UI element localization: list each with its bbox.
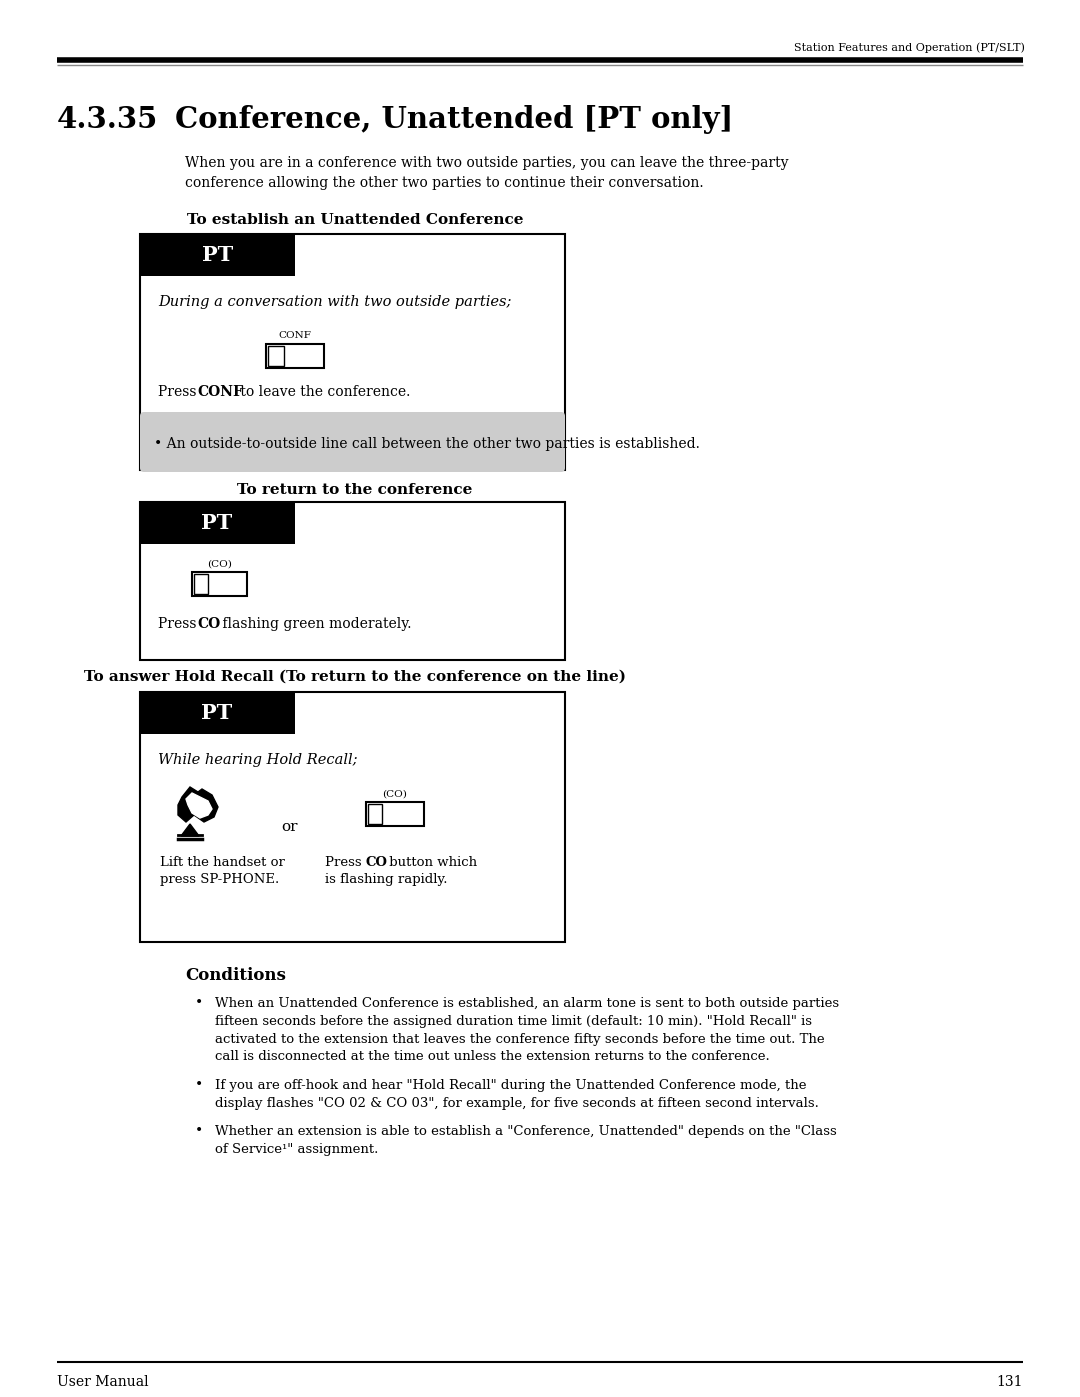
FancyBboxPatch shape xyxy=(140,412,565,472)
Text: (CO): (CO) xyxy=(382,789,407,799)
FancyBboxPatch shape xyxy=(140,692,565,942)
Text: CO: CO xyxy=(366,855,388,869)
Text: When an Unattended Conference is established, an alarm tone is sent to both outs: When an Unattended Conference is establi… xyxy=(215,996,839,1010)
Text: button which: button which xyxy=(384,855,477,869)
Text: •: • xyxy=(195,996,203,1010)
Text: of Service¹" assignment.: of Service¹" assignment. xyxy=(215,1143,378,1155)
Text: press SP-PHONE.: press SP-PHONE. xyxy=(160,873,280,887)
Polygon shape xyxy=(181,824,199,835)
Text: is flashing rapidly.: is flashing rapidly. xyxy=(325,873,447,887)
Text: To establish an Unattended Conference: To establish an Unattended Conference xyxy=(187,212,523,226)
FancyBboxPatch shape xyxy=(140,692,295,733)
Text: 131: 131 xyxy=(997,1375,1023,1389)
Text: While hearing Hold Recall;: While hearing Hold Recall; xyxy=(158,753,357,767)
Text: Lift the handset or: Lift the handset or xyxy=(160,855,285,869)
Text: display flashes "CO 02 & CO 03", for example, for five seconds at fifteen second: display flashes "CO 02 & CO 03", for exa… xyxy=(215,1097,819,1109)
Text: CONF: CONF xyxy=(279,331,311,341)
Text: User Manual: User Manual xyxy=(57,1375,149,1389)
Text: Conference, Unattended [PT only]: Conference, Unattended [PT only] xyxy=(175,106,733,134)
FancyBboxPatch shape xyxy=(367,805,381,824)
Text: To return to the conference: To return to the conference xyxy=(238,483,473,497)
Text: CO: CO xyxy=(197,617,220,631)
Text: (CO): (CO) xyxy=(207,560,232,569)
Text: or: or xyxy=(282,820,298,834)
Text: Press: Press xyxy=(325,855,366,869)
FancyBboxPatch shape xyxy=(268,346,283,366)
FancyBboxPatch shape xyxy=(140,502,565,659)
Text: flashing green moderately.: flashing green moderately. xyxy=(218,617,411,631)
Text: •: • xyxy=(195,1078,203,1092)
FancyBboxPatch shape xyxy=(140,235,295,277)
Text: Conditions: Conditions xyxy=(185,967,286,983)
Text: To answer Hold Recall (To return to the conference on the line): To answer Hold Recall (To return to the … xyxy=(84,671,626,685)
Polygon shape xyxy=(282,418,308,436)
Text: • An outside-to-outside line call between the other two parties is established.: • An outside-to-outside line call betwee… xyxy=(154,437,700,451)
Text: Press: Press xyxy=(158,617,201,631)
Text: activated to the extension that leaves the conference fifty seconds before the t: activated to the extension that leaves t… xyxy=(215,1032,825,1045)
Text: PT: PT xyxy=(201,513,232,534)
Polygon shape xyxy=(186,793,212,819)
FancyBboxPatch shape xyxy=(140,502,295,543)
Text: PT: PT xyxy=(202,244,233,265)
Text: During a conversation with two outside parties;: During a conversation with two outside p… xyxy=(158,295,511,309)
FancyBboxPatch shape xyxy=(192,571,247,597)
FancyBboxPatch shape xyxy=(266,344,324,367)
FancyBboxPatch shape xyxy=(140,235,565,469)
Text: Whether an extension is able to establish a "Conference, Unattended" depends on : Whether an extension is able to establis… xyxy=(215,1125,837,1137)
Text: Press: Press xyxy=(158,386,201,400)
Text: PT: PT xyxy=(201,703,232,724)
Text: Station Features and Operation (PT/SLT): Station Features and Operation (PT/SLT) xyxy=(794,43,1025,53)
FancyBboxPatch shape xyxy=(366,802,424,826)
Text: •: • xyxy=(195,1125,203,1139)
Text: call is disconnected at the time out unless the extension returns to the confere: call is disconnected at the time out unl… xyxy=(215,1051,770,1063)
Text: If you are off-hook and hear "Hold Recall" during the Unattended Conference mode: If you are off-hook and hear "Hold Recal… xyxy=(215,1078,807,1091)
Text: 4.3.35: 4.3.35 xyxy=(57,106,159,134)
Text: to leave the conference.: to leave the conference. xyxy=(237,386,410,400)
Text: conference allowing the other two parties to continue their conversation.: conference allowing the other two partie… xyxy=(185,176,704,190)
Polygon shape xyxy=(178,787,218,821)
Text: When you are in a conference with two outside parties, you can leave the three-p: When you are in a conference with two ou… xyxy=(185,156,788,170)
Text: CONF: CONF xyxy=(197,386,243,400)
FancyBboxPatch shape xyxy=(193,574,207,594)
Text: fifteen seconds before the assigned duration time limit (default: 10 min). "Hold: fifteen seconds before the assigned dura… xyxy=(215,1014,812,1028)
